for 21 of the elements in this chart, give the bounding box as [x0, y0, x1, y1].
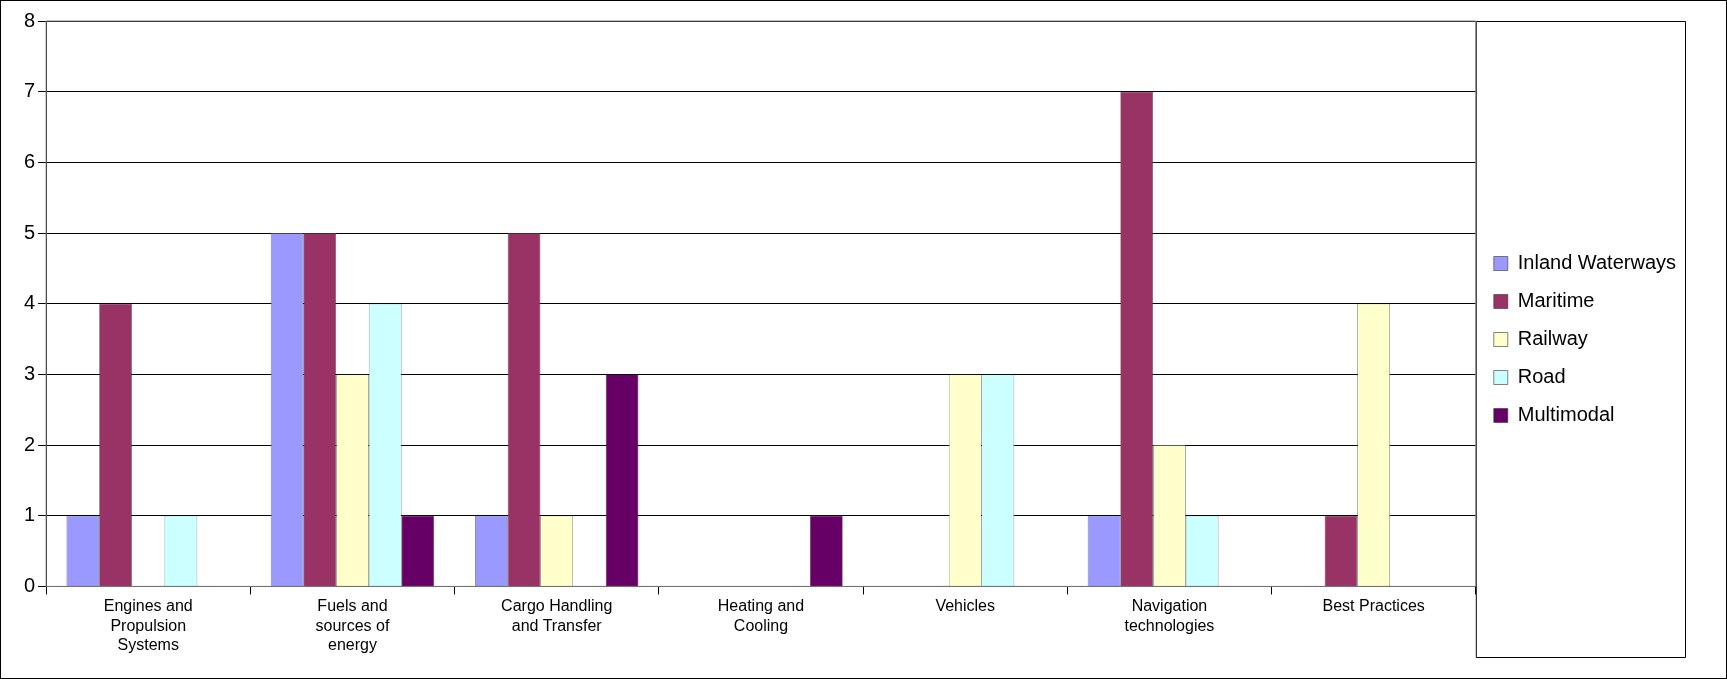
legend-label: Maritime: [1517, 289, 1595, 312]
y-tick-label: 3: [24, 361, 36, 384]
legend-label: Road: [1517, 365, 1566, 388]
y-tick-label: 1: [24, 503, 36, 526]
x-tick-label: Engines and Propulsion Systems: [103, 597, 193, 653]
y-tick-label: 0: [24, 573, 36, 596]
x-tick-label: Fuels and sources of energy: [315, 597, 390, 653]
x-tick-label: Vehicles: [935, 597, 995, 615]
y-tick-label: 6: [24, 149, 36, 172]
x-tick-label: Best Practices: [1322, 597, 1425, 615]
y-tick-label: 7: [24, 79, 36, 102]
y-tick-label: 5: [24, 220, 36, 243]
legend-label: Multimodal: [1517, 403, 1615, 426]
y-tick-label: 8: [24, 8, 36, 31]
x-tick-label: Navigation technologies: [1124, 597, 1215, 634]
legend-label: Inland Waterways: [1517, 251, 1677, 274]
legend-label: Railway: [1517, 327, 1588, 350]
y-tick-label: 4: [24, 291, 36, 314]
x-tick-label: Cargo Handling and Transfer: [501, 597, 613, 634]
y-tick-label: 2: [24, 432, 36, 455]
x-tick-label: Heating and Cooling: [717, 597, 805, 634]
